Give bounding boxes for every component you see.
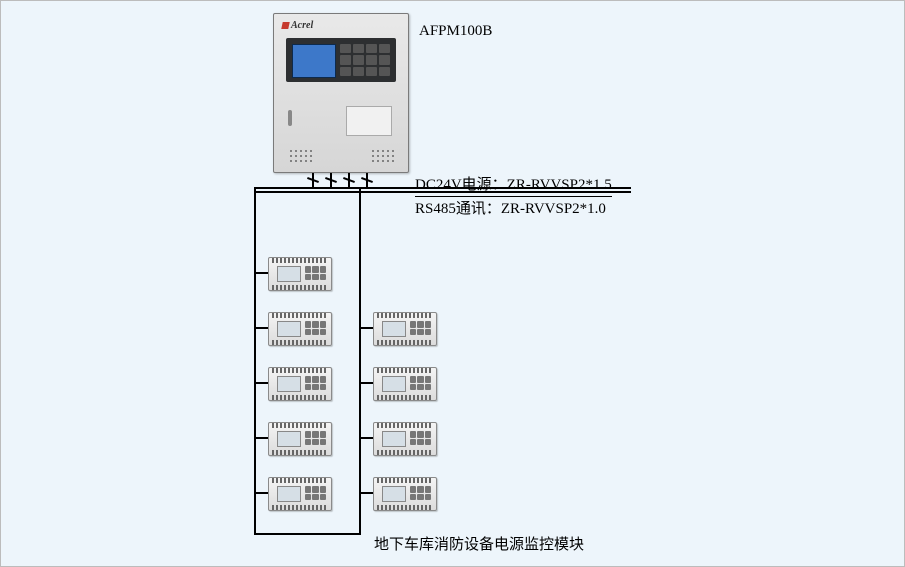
module-buttons-icon bbox=[305, 266, 326, 280]
diagram-caption: 地下车库消防设备电源监控模块 bbox=[374, 533, 584, 554]
module-display-icon bbox=[277, 321, 301, 337]
vent-grille-icon bbox=[370, 148, 394, 162]
branch-line bbox=[254, 272, 268, 274]
branch-line bbox=[254, 382, 268, 384]
vent-grille-icon bbox=[288, 148, 312, 162]
bus-line bbox=[254, 533, 361, 535]
module-buttons-icon bbox=[305, 431, 326, 445]
monitor-module bbox=[268, 257, 332, 291]
brand-logo: Acrel bbox=[282, 20, 313, 31]
branch-line bbox=[254, 327, 268, 329]
comm-cable-label: RS485通讯：ZR-RVVSP2*1.0 bbox=[415, 197, 606, 218]
controller-keypad bbox=[340, 44, 390, 76]
branch-line bbox=[254, 437, 268, 439]
monitor-module bbox=[268, 312, 332, 346]
controller-lcd-panel bbox=[286, 38, 396, 82]
module-display-icon bbox=[277, 486, 301, 502]
branch-line bbox=[254, 492, 268, 494]
module-display-icon bbox=[277, 376, 301, 392]
module-display-icon bbox=[277, 431, 301, 447]
monitor-module bbox=[373, 477, 437, 511]
branch-line bbox=[359, 492, 373, 494]
printer-slot-icon bbox=[346, 106, 392, 136]
module-buttons-icon bbox=[410, 431, 431, 445]
module-buttons-icon bbox=[410, 321, 431, 335]
module-buttons-icon bbox=[410, 486, 431, 500]
module-display-icon bbox=[382, 321, 406, 337]
monitor-module bbox=[268, 477, 332, 511]
branch-line bbox=[359, 437, 373, 439]
bus-line bbox=[254, 189, 256, 533]
module-display-icon bbox=[382, 376, 406, 392]
monitor-module bbox=[373, 422, 437, 456]
monitor-module bbox=[268, 422, 332, 456]
module-buttons-icon bbox=[305, 321, 326, 335]
module-buttons-icon bbox=[305, 376, 326, 390]
bus-line bbox=[359, 189, 361, 533]
monitor-module bbox=[373, 367, 437, 401]
monitor-module bbox=[373, 312, 437, 346]
module-display-icon bbox=[382, 486, 406, 502]
branch-line bbox=[359, 327, 373, 329]
module-buttons-icon bbox=[305, 486, 326, 500]
door-handle-icon bbox=[288, 110, 292, 126]
power-cable-label: DC24V电源：ZR-RVVSP2*1.5 bbox=[415, 173, 612, 197]
module-display-icon bbox=[277, 266, 301, 282]
module-buttons-icon bbox=[410, 376, 431, 390]
controller-model-label: AFPM100B bbox=[419, 23, 492, 40]
controller-screen bbox=[292, 44, 336, 78]
main-controller-panel: Acrel bbox=[273, 13, 409, 173]
module-display-icon bbox=[382, 431, 406, 447]
branch-line bbox=[359, 382, 373, 384]
monitor-module bbox=[268, 367, 332, 401]
